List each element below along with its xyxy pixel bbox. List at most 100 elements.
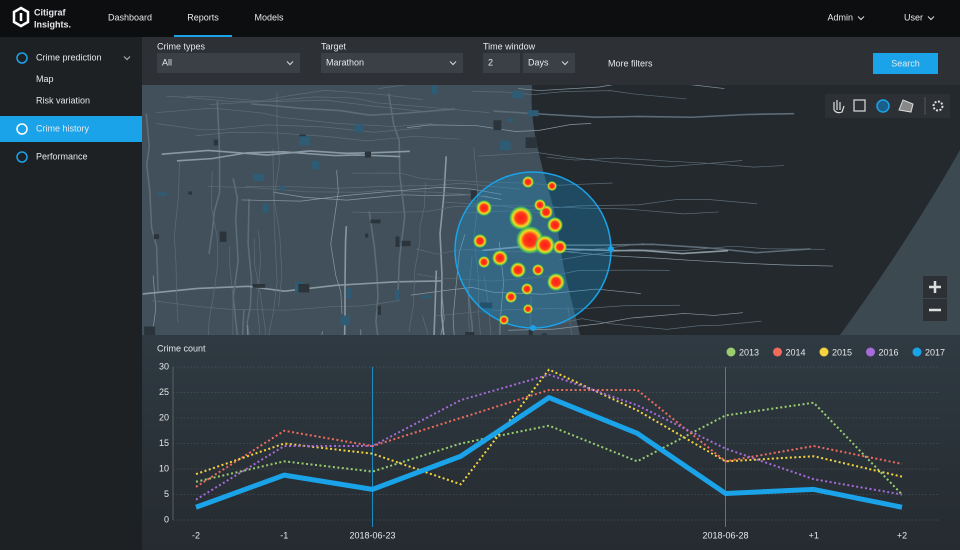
map-road (508, 312, 743, 331)
legend-label[interactable]: 2013 (739, 347, 759, 357)
map-park (144, 326, 156, 335)
map-road (330, 170, 343, 314)
chart-panel (142, 335, 960, 550)
map-road (410, 286, 641, 296)
map-park (365, 233, 369, 238)
map-road (440, 295, 445, 335)
map-road (232, 178, 239, 335)
heat-spot (534, 199, 546, 211)
heat-spot (521, 283, 533, 295)
series-line (195, 368, 903, 486)
y-tick-label: 0 (164, 514, 169, 524)
filter-select[interactable] (157, 53, 300, 73)
filter-select[interactable] (321, 53, 463, 73)
filter-select[interactable] (523, 53, 575, 73)
map-park (354, 124, 364, 133)
heat-spot (499, 315, 509, 325)
polygon-tool[interactable] (898, 99, 914, 113)
filter-value: All (162, 57, 172, 67)
series-line (195, 388, 903, 488)
heat-spot (522, 176, 534, 188)
heat-spot (532, 264, 544, 276)
legend-swatch (726, 347, 736, 357)
user-menu[interactable]: User (904, 12, 923, 22)
circle-tool[interactable] (876, 99, 890, 113)
map-park (279, 186, 285, 191)
map-road (161, 149, 410, 156)
nav-item[interactable]: Dashboard (108, 12, 152, 22)
map-park (157, 192, 167, 196)
sidebar-item[interactable]: Crime history (36, 123, 90, 133)
x-tick-label: 2018-06-23 (349, 530, 395, 540)
series-line (195, 373, 903, 501)
map-road (241, 186, 502, 202)
circle-handle[interactable] (608, 246, 614, 252)
heat-spot (547, 181, 557, 191)
sidebar-item[interactable]: Crime prediction (36, 52, 102, 62)
map-road (559, 318, 762, 330)
rectangle-tool[interactable] (853, 99, 866, 112)
map-park (431, 85, 439, 95)
map-road (256, 230, 261, 335)
sidebar-subitem[interactable]: Risk variation (36, 95, 90, 105)
map-park (395, 236, 400, 247)
map-road (433, 270, 438, 335)
heat-spot (547, 273, 565, 291)
map-park (527, 110, 539, 117)
sidebar-item[interactable]: Performance (36, 151, 88, 161)
heat-spot (510, 262, 526, 278)
settings-tool[interactable] (932, 100, 944, 112)
heat-spot (547, 217, 563, 233)
map-park (298, 283, 310, 293)
chevron (561, 61, 569, 66)
map-road (472, 90, 687, 100)
nav-item[interactable]: Reports (187, 12, 219, 22)
y-tick-label: 25 (159, 387, 169, 397)
map-park (480, 307, 493, 314)
x-tick-label: -1 (280, 530, 288, 540)
search-button[interactable] (873, 53, 938, 74)
legend-label[interactable]: 2015 (832, 347, 852, 357)
logo-text: Insights. (34, 19, 71, 29)
sidebar-icon (16, 52, 28, 64)
legend-label[interactable]: 2014 (786, 347, 806, 357)
user-menu[interactable]: Admin (827, 12, 853, 22)
y-tick-label: 15 (159, 438, 169, 448)
map-road (273, 92, 283, 307)
y-tick-label: 30 (159, 361, 169, 371)
filter-label: Target (321, 41, 347, 51)
map-park (364, 151, 372, 158)
chevron (927, 16, 935, 21)
zoom-in-icon (929, 281, 941, 293)
more-filters-link[interactable]: More filters (608, 58, 653, 68)
map-road (195, 131, 460, 142)
heat-spot (509, 206, 533, 230)
circle-handle[interactable] (530, 325, 536, 331)
x-tick-label: 2018-06-28 (702, 530, 748, 540)
sidebar-active (0, 116, 142, 142)
map-road (452, 234, 466, 335)
y-tick-label: 10 (159, 463, 169, 473)
map-park (219, 231, 227, 242)
map-road (493, 110, 795, 119)
nav-item[interactable]: Models (254, 12, 284, 22)
map-park (153, 234, 160, 240)
map-road (368, 211, 379, 335)
map-road (268, 148, 278, 335)
map-park (528, 329, 533, 335)
map-park (395, 289, 400, 300)
chevron (123, 56, 131, 61)
pan-tool[interactable] (833, 100, 845, 114)
legend-label[interactable]: 2016 (879, 347, 899, 357)
y-tick-label: 20 (159, 412, 169, 422)
legend-label[interactable]: 2017 (925, 347, 945, 357)
map-park (346, 288, 352, 299)
filter-select[interactable] (483, 53, 520, 73)
filter-value: 2 (488, 57, 493, 67)
map-road (473, 147, 481, 335)
heat-spot (553, 240, 567, 254)
map-park (500, 140, 511, 151)
sidebar-subitem[interactable]: Map (36, 74, 54, 84)
map-water (531, 85, 960, 335)
map-park (506, 118, 514, 122)
